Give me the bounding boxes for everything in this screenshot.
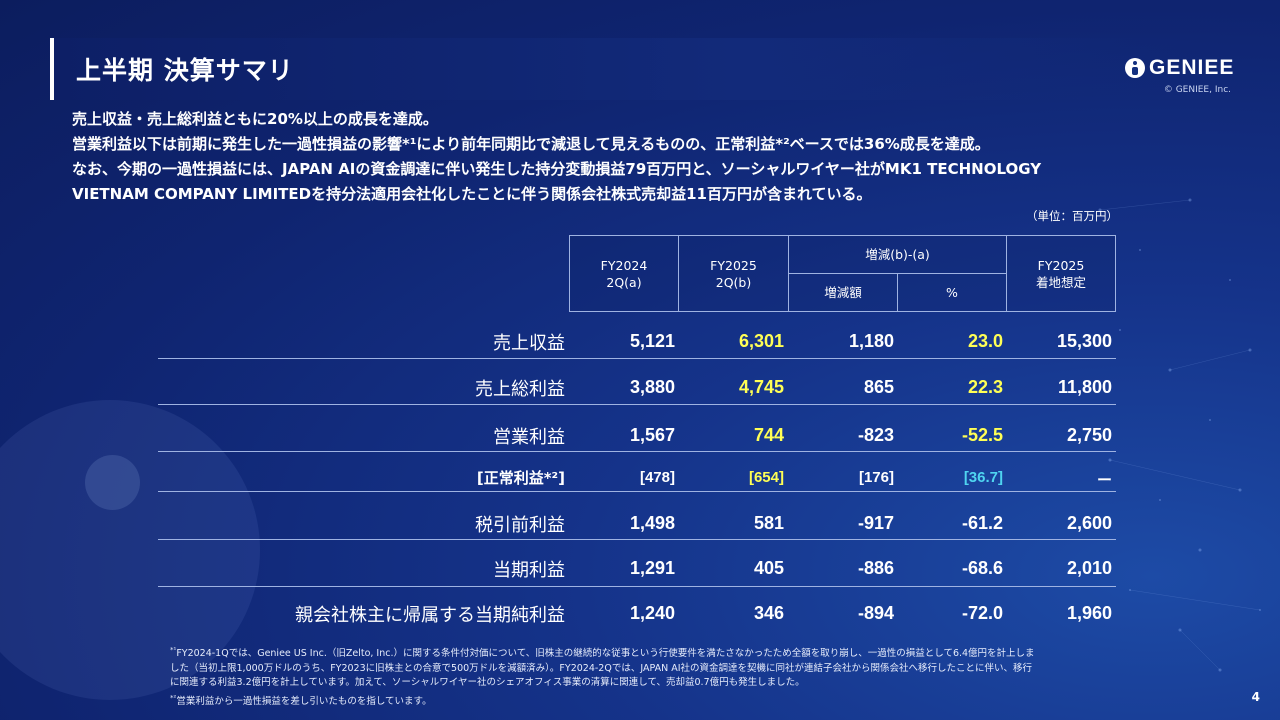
cell-fy2025: 405 <box>753 558 784 578</box>
cell-diff: -917 <box>857 513 894 533</box>
footnote-1-cont: した（当初上限1,000万ドルのうち、FY2023に旧株主との合意で500万ドル… <box>170 662 1033 674</box>
cell-fy2025: 6,301 <box>738 331 784 351</box>
logo-text: GENIEE <box>1149 56 1235 79</box>
background-circle-small <box>85 455 140 510</box>
cell-forecast: 2,600 <box>1066 513 1112 533</box>
footnote-1: *¹FY2024-1Qでは、Geniee US Inc.（旧Zelto, Inc… <box>170 643 1170 662</box>
footnote-text: 営業利益から一過性損益を差し引いたものを指しています。 <box>176 695 432 707</box>
header-text: 2Q(a) <box>606 274 642 290</box>
row-divider <box>158 358 1116 359</box>
header-difference-percent: % <box>897 273 1007 312</box>
header-difference-amount: 増減額 <box>788 273 898 312</box>
geniee-logo-icon <box>1125 58 1145 78</box>
row-label: 売上収益 <box>493 333 565 354</box>
cell-forecast: 2,750 <box>1066 425 1112 445</box>
page-title: 上半期 決算サマリ <box>76 56 294 85</box>
cell-forecast: 2,010 <box>1066 558 1112 578</box>
row-divider <box>158 586 1116 587</box>
header-fy2025-2q: FY2025 2Q(b) <box>678 235 789 312</box>
footnote-mark: *¹ <box>170 646 177 654</box>
row-label: 営業利益 <box>493 427 565 448</box>
cell-fy2025: 4,745 <box>738 377 784 397</box>
row-label: 税引前利益 <box>475 515 565 536</box>
cell-pct: -68.6 <box>961 558 1003 578</box>
cell-fy2024: 5,121 <box>629 331 675 351</box>
row-label: 当期利益 <box>493 560 565 581</box>
cell-pct: 22.3 <box>967 377 1003 397</box>
footnotes: *¹FY2024-1Qでは、Geniee US Inc.（旧Zelto, Inc… <box>170 643 1170 709</box>
cell-diff: 865 <box>863 377 894 397</box>
header-difference: 増減(b)-(a) <box>788 235 1007 274</box>
cell-fy2024: 1,291 <box>629 558 675 578</box>
cell-forecast: 15,300 <box>1056 331 1112 351</box>
cell-fy2025: [654] <box>748 469 784 486</box>
header-text: FY2025 <box>710 257 757 273</box>
cell-forecast: 1,960 <box>1066 603 1112 623</box>
header-text: FY2025 <box>1037 257 1085 273</box>
cell-fy2024: [478] <box>639 469 675 486</box>
row-label: 売上総利益 <box>475 379 565 400</box>
header-fy2024-2q: FY2024 2Q(a) <box>569 235 679 312</box>
cell-pct: 23.0 <box>967 331 1003 351</box>
cell-diff: -823 <box>857 425 894 445</box>
cell-diff: 1,180 <box>848 331 894 351</box>
cell-fy2025: 581 <box>753 513 784 533</box>
cell-fy2024: 1,498 <box>629 513 675 533</box>
geniee-logo: GENIEE <box>1125 56 1234 80</box>
footnote-1-cont: に関連する利益3.2億円を計上しています。加えて、ソーシャルワイヤー社のシェアオ… <box>170 677 805 689</box>
footnote-mark: *² <box>170 693 177 702</box>
cell-pct: -72.0 <box>961 603 1003 623</box>
row-divider <box>158 451 1116 452</box>
summary-line: VIETNAM COMPANY LIMITEDを持分法適用会社化したことに伴う関… <box>72 185 872 203</box>
header-text: % <box>946 285 958 300</box>
cell-fy2024: 3,880 <box>629 377 675 397</box>
cell-fy2025: 346 <box>753 603 784 623</box>
summary-text: 売上収益・売上総利益ともに20%以上の成長を達成。 営業利益以下は前期に発生した… <box>72 107 1192 207</box>
footnote-2: *²営業利益から一過性損益を差し引いたものを指しています。 <box>170 691 1170 710</box>
footnote-text: FY2024-1Qでは、Geniee US Inc.（旧Zelto, Inc.）… <box>176 648 1035 660</box>
header-text: 2Q(b) <box>715 274 752 290</box>
cell-diff: [176] <box>858 469 894 486</box>
title-bar: 上半期 決算サマリ <box>50 38 1204 100</box>
cell-forecast: 11,800 <box>1057 377 1112 397</box>
row-label: 親会社株主に帰属する当期純利益 <box>295 605 565 626</box>
background-circle-large <box>0 400 260 700</box>
header-text: FY2024 <box>600 257 648 273</box>
cell-pct: -61.2 <box>961 513 1003 533</box>
summary-line: なお、今期の一過性損益には、JAPAN AIの資金調達に伴い発生した持分変動損益… <box>72 160 1042 178</box>
row-divider <box>158 539 1116 540</box>
cell-diff: -894 <box>857 603 894 623</box>
page-number: 4 <box>1251 690 1260 704</box>
unit-label: （単位：百万円） <box>1026 209 1118 223</box>
header-text: 増減(b)-(a) <box>865 247 930 262</box>
cell-fy2024: 1,240 <box>629 603 675 623</box>
cell-pct: -52.5 <box>961 425 1003 445</box>
cell-fy2024: 1,567 <box>629 425 675 445</box>
summary-line: 営業利益以下は前期に発生した一過性損益の影響*¹により前年同期比で減退して見える… <box>72 135 990 153</box>
copyright: © GENIEE, Inc. <box>1163 85 1231 95</box>
cell-diff: -886 <box>857 558 894 578</box>
header-fy2025-forecast: FY2025 着地想定 <box>1006 235 1116 312</box>
background-dot-pattern <box>1098 198 1261 672</box>
summary-line: 売上収益・売上総利益ともに20%以上の成長を達成。 <box>72 110 438 128</box>
row-divider <box>158 404 1116 405</box>
row-divider <box>158 491 1116 492</box>
cell-pct: [36.7] <box>963 469 1003 486</box>
row-label: [正常利益*²] <box>476 469 565 487</box>
cell-fy2025: 744 <box>753 425 784 445</box>
header-text: 増減額 <box>824 285 862 300</box>
header-text: 着地想定 <box>1035 274 1086 290</box>
cell-forecast: ー <box>1096 472 1112 489</box>
